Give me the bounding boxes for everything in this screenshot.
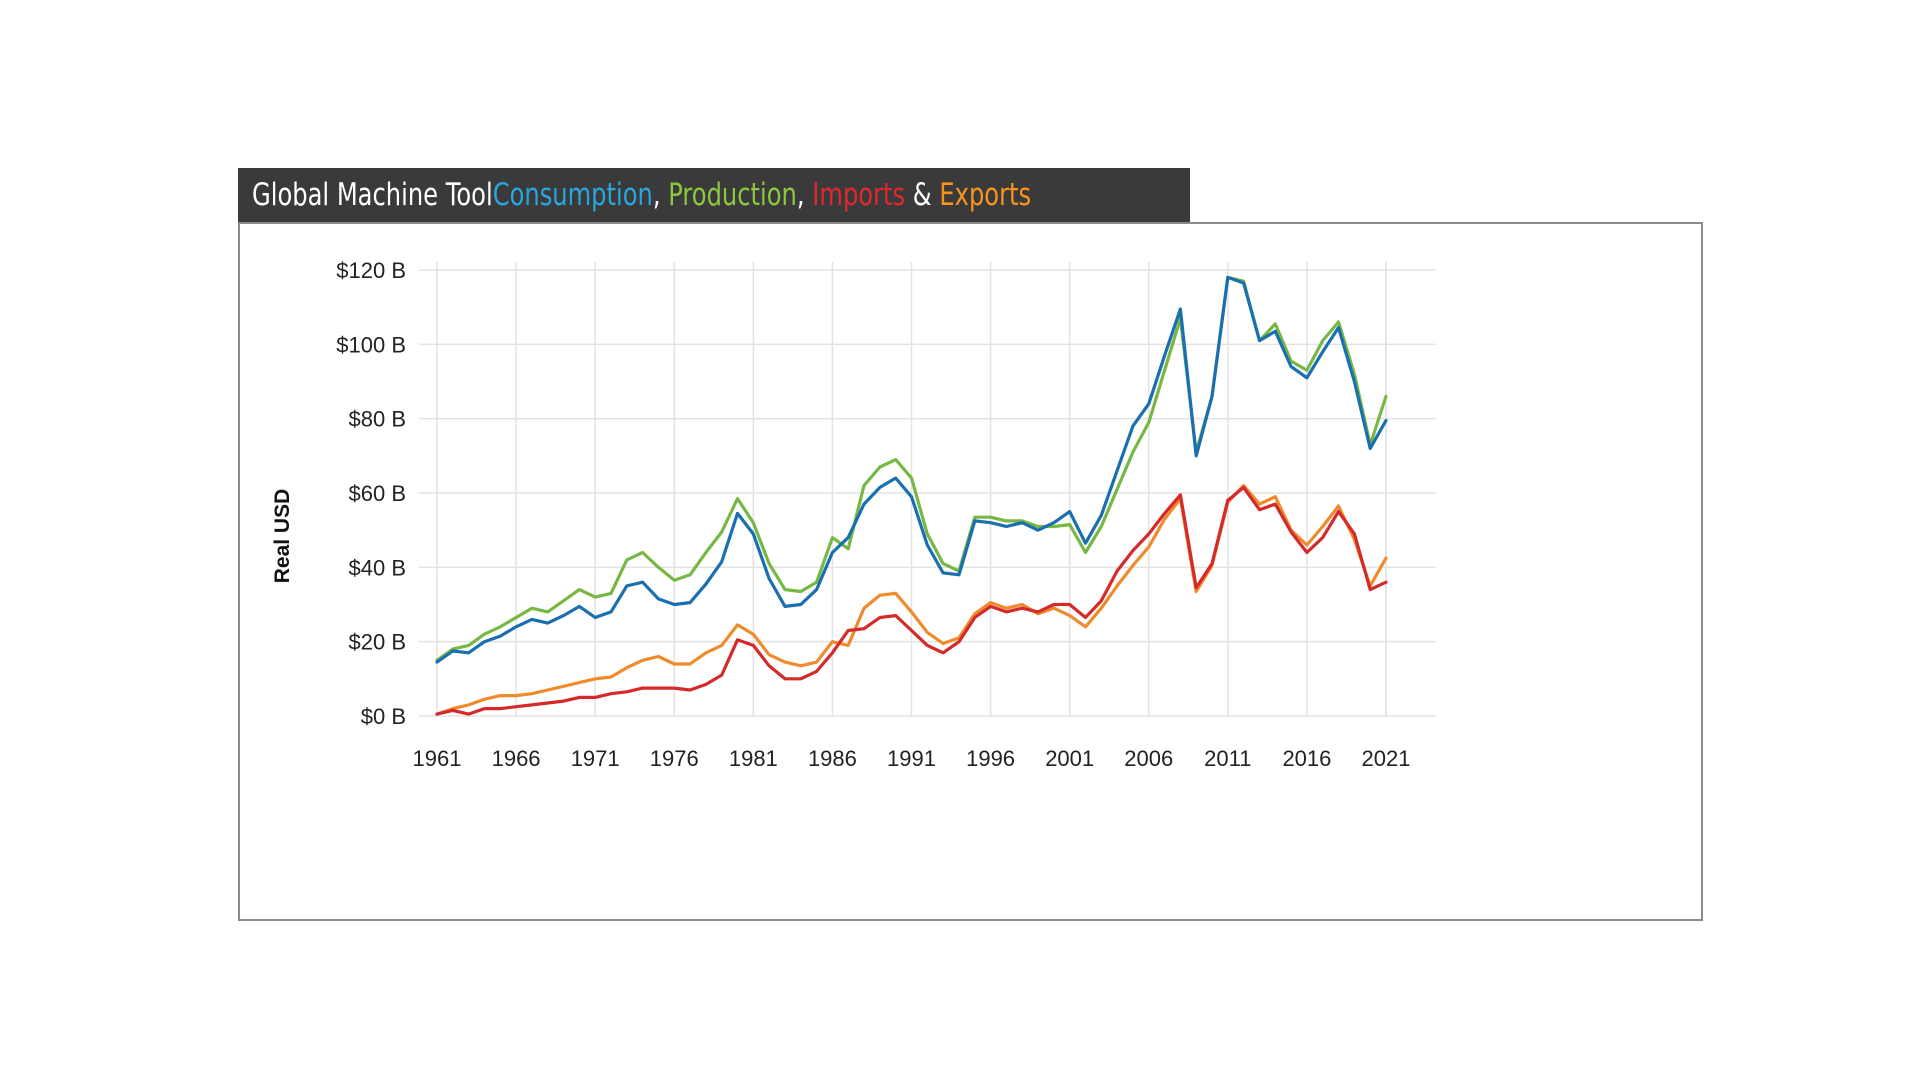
chart-title-bar: Global Machine Tool Consumption, Product…: [238, 168, 1190, 222]
x-tick-label: 1981: [729, 746, 778, 771]
y-tick-label: $0 B: [361, 704, 406, 729]
title-sep-2: ,: [796, 177, 813, 213]
chart-title: Global Machine Tool Consumption, Product…: [252, 177, 1031, 213]
x-tick-label: 1971: [571, 746, 620, 771]
x-tick-label: 1986: [808, 746, 857, 771]
y-tick-label: $100 B: [336, 332, 406, 357]
series-line-consumption: [435, 275, 1388, 664]
y-tick-label: $60 B: [349, 481, 407, 506]
x-tick-label: 1991: [887, 746, 936, 771]
series-line-imports: [435, 485, 1388, 716]
y-tick-label: $120 B: [336, 258, 406, 283]
chart-frame: $0 B $20 B $40 B $60 B $80 B $100 B $120 B 196…: [238, 222, 1703, 921]
title-consumption: Consumption: [492, 177, 653, 213]
x-tick-label: 1976: [650, 746, 699, 771]
series-lines: [435, 275, 1388, 716]
title-amp: &: [905, 177, 940, 213]
x-tick-label: 2016: [1282, 746, 1331, 771]
line-chart: $0 B $20 B $40 B $60 B $80 B $100 B $120 B 196…: [271, 258, 1436, 771]
title-sep-1: ,: [652, 177, 669, 213]
grid: [419, 262, 1436, 717]
y-tick-label: $40 B: [349, 555, 407, 580]
y-tick-label: $80 B: [349, 407, 407, 432]
x-tick-label: 1961: [413, 746, 462, 771]
x-tick-label: 2021: [1362, 746, 1411, 771]
title-exports: Exports: [939, 177, 1032, 213]
y-axis-label: Real USD: [271, 489, 294, 584]
x-tick-label: 1966: [492, 746, 541, 771]
x-tick-label: 2011: [1204, 746, 1251, 771]
y-axis-ticks: $0 B $20 B $40 B $60 B $80 B $100 B $120 B: [336, 258, 406, 729]
x-tick-label: 2001: [1045, 746, 1094, 771]
title-prefix: Global Machine Tool: [252, 177, 493, 213]
x-tick-label: 1996: [966, 746, 1015, 771]
title-production: Production: [668, 177, 797, 213]
title-imports: Imports: [812, 177, 906, 213]
x-axis-ticks: 1961 1966 1971 1976 1981 1986 1991 1996 2001 2006…: [413, 746, 1411, 771]
x-tick-label: 2006: [1124, 746, 1173, 771]
y-tick-label: $20 B: [349, 630, 407, 655]
